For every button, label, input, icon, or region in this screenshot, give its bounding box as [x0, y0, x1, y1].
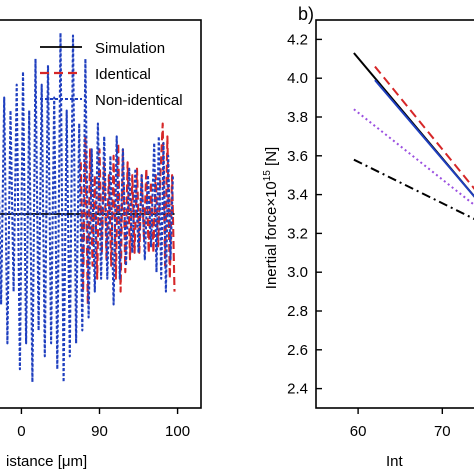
panel-a-x-tick-label: 0 — [17, 423, 25, 440]
panel-b-y-tick-label: 3.2 — [287, 225, 308, 242]
panel-b-y-axis-title-exponent: 15 — [262, 170, 273, 182]
panel-b-label: b) — [298, 4, 314, 24]
panel-a-series — [0, 31, 176, 384]
panel-b-x-tick-label: 60 — [350, 423, 367, 440]
panel-b-series-line-4 — [353, 108, 474, 206]
panel-a-x-axis-title: istance [μm] — [6, 453, 87, 470]
legend-label-non-identical: Non-identical — [95, 92, 183, 109]
panel-b-y-tick-label: 2.6 — [287, 342, 308, 359]
panel-b-y-tick-label: 3.8 — [287, 109, 308, 126]
panel-b-series — [353, 52, 474, 220]
legend-label-identical: Identical — [95, 66, 151, 83]
panel-a-series-non-identical — [0, 31, 174, 384]
panel-a-legend: Simulation Identical Non-identical — [40, 40, 183, 109]
panel-b-frame — [315, 19, 474, 409]
panel-a-x-tick-label: 90 — [91, 423, 108, 440]
panel-b-y-tick-label: 2.4 — [287, 381, 308, 398]
panel-b-y-tick-label: 3.4 — [287, 187, 308, 204]
panel-b-y-tick-label: 2.8 — [287, 303, 308, 320]
panel-b-y-axis-title-main: Inertial force×10 — [263, 181, 280, 289]
panel-a: 0 90 100 istance [μm] Simulation Identical… — [0, 19, 202, 470]
panel-b-y-axis-title-unit: [N] — [263, 147, 280, 170]
panel-b-x-tick-label: 70 — [434, 423, 451, 440]
panel-b-y-axis-title: Inertial force×1015 [N] — [262, 147, 280, 289]
panel-b: b) 2.4 2.6 2.8 3.0 3.2 3.4 3.6 3.8 4.0 4.2 60 70 I… — [262, 4, 474, 470]
panel-a-x-ticks: 0 90 100 — [17, 408, 190, 440]
panel-b-x-ticks: 60 70 — [350, 408, 451, 440]
panel-a-x-tick-label: 100 — [165, 423, 190, 440]
panel-b-y-tick-label: 3.0 — [287, 264, 308, 281]
panel-b-series-line-3 — [374, 65, 474, 190]
legend-label-simulation: Simulation — [95, 40, 165, 57]
panel-b-y-ticks: 2.4 2.6 2.8 3.0 3.2 3.4 3.6 3.8 4.0 4.2 — [287, 31, 322, 398]
panel-b-series-line-5 — [353, 158, 474, 220]
panel-b-x-axis-title: Int — [386, 453, 404, 470]
panel-b-y-tick-label: 3.6 — [287, 148, 308, 165]
panel-b-series-line-2 — [374, 79, 474, 198]
panel-b-y-tick-label: 4.0 — [287, 70, 308, 87]
panel-b-y-tick-label: 4.2 — [287, 31, 308, 48]
